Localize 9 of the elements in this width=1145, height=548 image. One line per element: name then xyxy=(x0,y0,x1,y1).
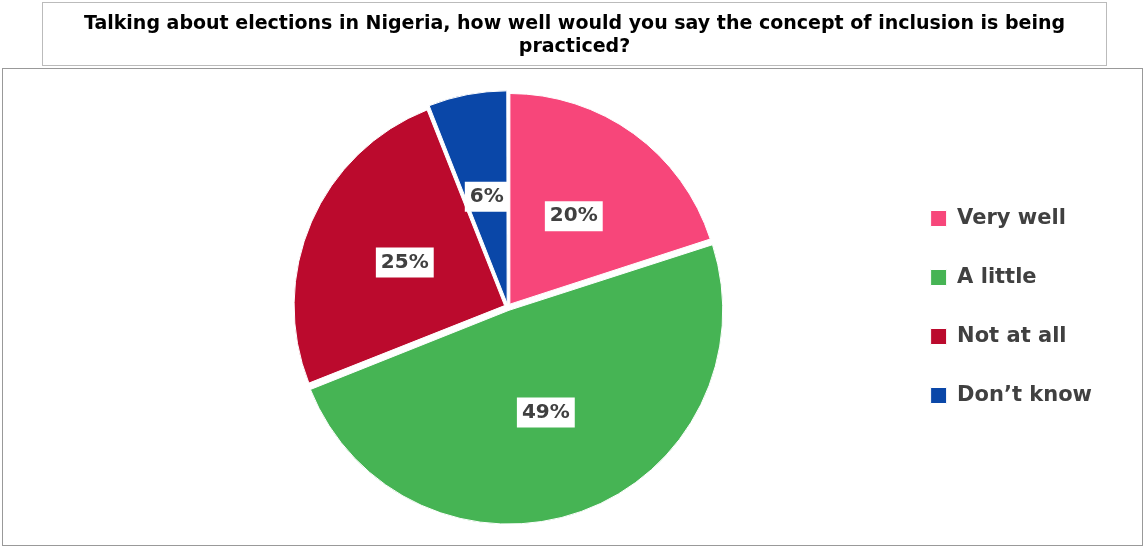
data-label: 49% xyxy=(521,398,570,423)
chart-title: Talking about elections in Nigeria, how well would you say the concept of inclusion is being practiced? xyxy=(42,2,1107,66)
legend-label: Very well xyxy=(957,204,1066,229)
data-label: 25% xyxy=(380,248,429,273)
data-label: 20% xyxy=(549,202,598,227)
legend-label: Don’t know xyxy=(957,381,1093,406)
legend-label: A little xyxy=(957,263,1037,288)
legend-label: Not at all xyxy=(957,322,1067,347)
data-label: 6% xyxy=(469,182,504,207)
